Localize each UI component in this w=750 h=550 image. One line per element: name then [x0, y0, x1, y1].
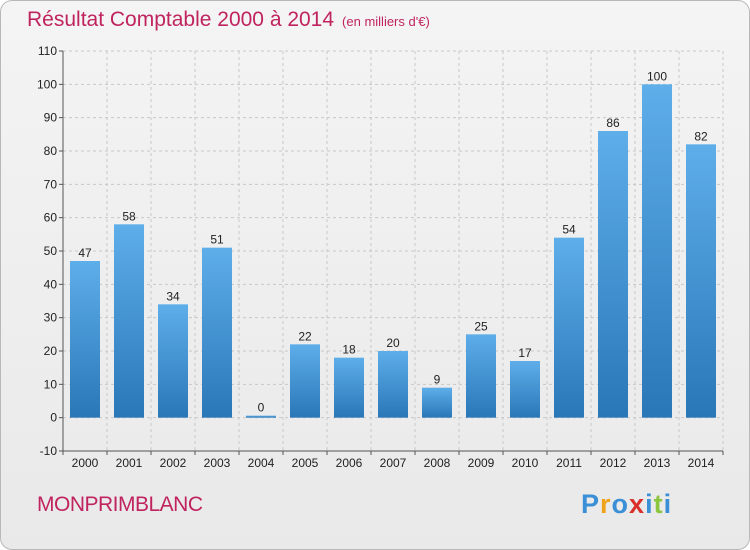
chart-title: Résultat Comptable 2000 à 2014 (en millie…: [27, 8, 430, 32]
axes: [59, 50, 724, 455]
x-tick-label: 2002: [160, 456, 187, 470]
proxiti-logo: Proxiti: [581, 489, 672, 520]
bar-value-label: 34: [166, 289, 180, 303]
bar: [422, 387, 452, 418]
bar: [554, 237, 584, 418]
x-tick-label: 2010: [512, 456, 539, 470]
logo-letter: i: [663, 489, 673, 519]
y-tick-label: 0: [50, 411, 57, 425]
bar: [114, 224, 144, 418]
y-tick-label: 40: [44, 277, 58, 291]
bar: [246, 415, 276, 418]
bar-value-label: 54: [562, 223, 576, 237]
bar: [70, 261, 100, 418]
city-name: MONPRIMBLANC: [37, 493, 203, 516]
bar-value-label: 9: [434, 373, 441, 387]
x-tick-label: 2009: [468, 456, 495, 470]
logo-letter: x: [629, 489, 646, 519]
bar-value-label: 47: [78, 246, 92, 260]
bar: [202, 247, 232, 418]
x-tick-label: 2001: [116, 456, 143, 470]
chart-subtitle: (en milliers d'€): [342, 14, 430, 29]
y-tick-label: 50: [44, 244, 58, 258]
logo-letter: o: [611, 489, 630, 519]
bar: [378, 351, 408, 418]
bar-value-label: 18: [342, 343, 356, 357]
x-tick-label: 2005: [292, 456, 319, 470]
x-tick-label: 2012: [600, 456, 627, 470]
bar: [158, 304, 188, 418]
bar: [642, 84, 672, 418]
bar: [334, 357, 364, 418]
y-tick-label: 110: [38, 44, 57, 58]
y-tick-label: 70: [44, 177, 58, 191]
bar-value-label: 100: [647, 69, 667, 83]
bar-value-label: 86: [606, 116, 620, 130]
chart-title-text: Résultat Comptable 2000 à 2014: [27, 8, 335, 31]
bar: [290, 344, 320, 418]
x-tick-label: 2000: [72, 456, 99, 470]
x-tick-label: 2007: [380, 456, 407, 470]
bar-value-label: 20: [386, 336, 400, 350]
bar: [686, 144, 716, 418]
x-tick-label: 2006: [336, 456, 363, 470]
y-tick-label: 90: [44, 111, 58, 125]
bars: [70, 84, 716, 418]
x-tick-label: 2011: [556, 456, 582, 470]
logo-letter: P: [581, 489, 601, 519]
bar: [598, 131, 628, 418]
y-tick-label: 20: [44, 344, 58, 358]
y-tick-label: 80: [44, 144, 58, 158]
bar-value-label: 25: [474, 319, 488, 333]
x-tick-label: 2013: [644, 456, 671, 470]
bar-value-label: 22: [298, 329, 312, 343]
x-tick-label: 2004: [248, 456, 275, 470]
y-tick-label: 60: [44, 211, 58, 225]
bar-value-label: 82: [694, 129, 708, 143]
bar-value-label: 51: [210, 233, 224, 247]
logo-letter: r: [600, 489, 612, 519]
labels: -100102030405060708090100110472000582001…: [37, 44, 715, 470]
logo-letter: i: [645, 489, 654, 519]
bar-value-label: 0: [258, 401, 265, 415]
y-tick-label: 100: [37, 77, 57, 91]
x-tick-label: 2003: [204, 456, 231, 470]
bar: [466, 334, 496, 418]
logo-letter: t: [653, 489, 664, 519]
bar-value-label: 58: [122, 209, 136, 223]
x-tick-label: 2008: [424, 456, 451, 470]
y-tick-label: -10: [40, 444, 58, 458]
y-tick-label: 30: [44, 311, 58, 325]
y-tick-label: 10: [44, 377, 58, 391]
bar: [510, 361, 540, 418]
x-tick-label: 2014: [688, 456, 715, 470]
bar-value-label: 17: [518, 346, 532, 360]
